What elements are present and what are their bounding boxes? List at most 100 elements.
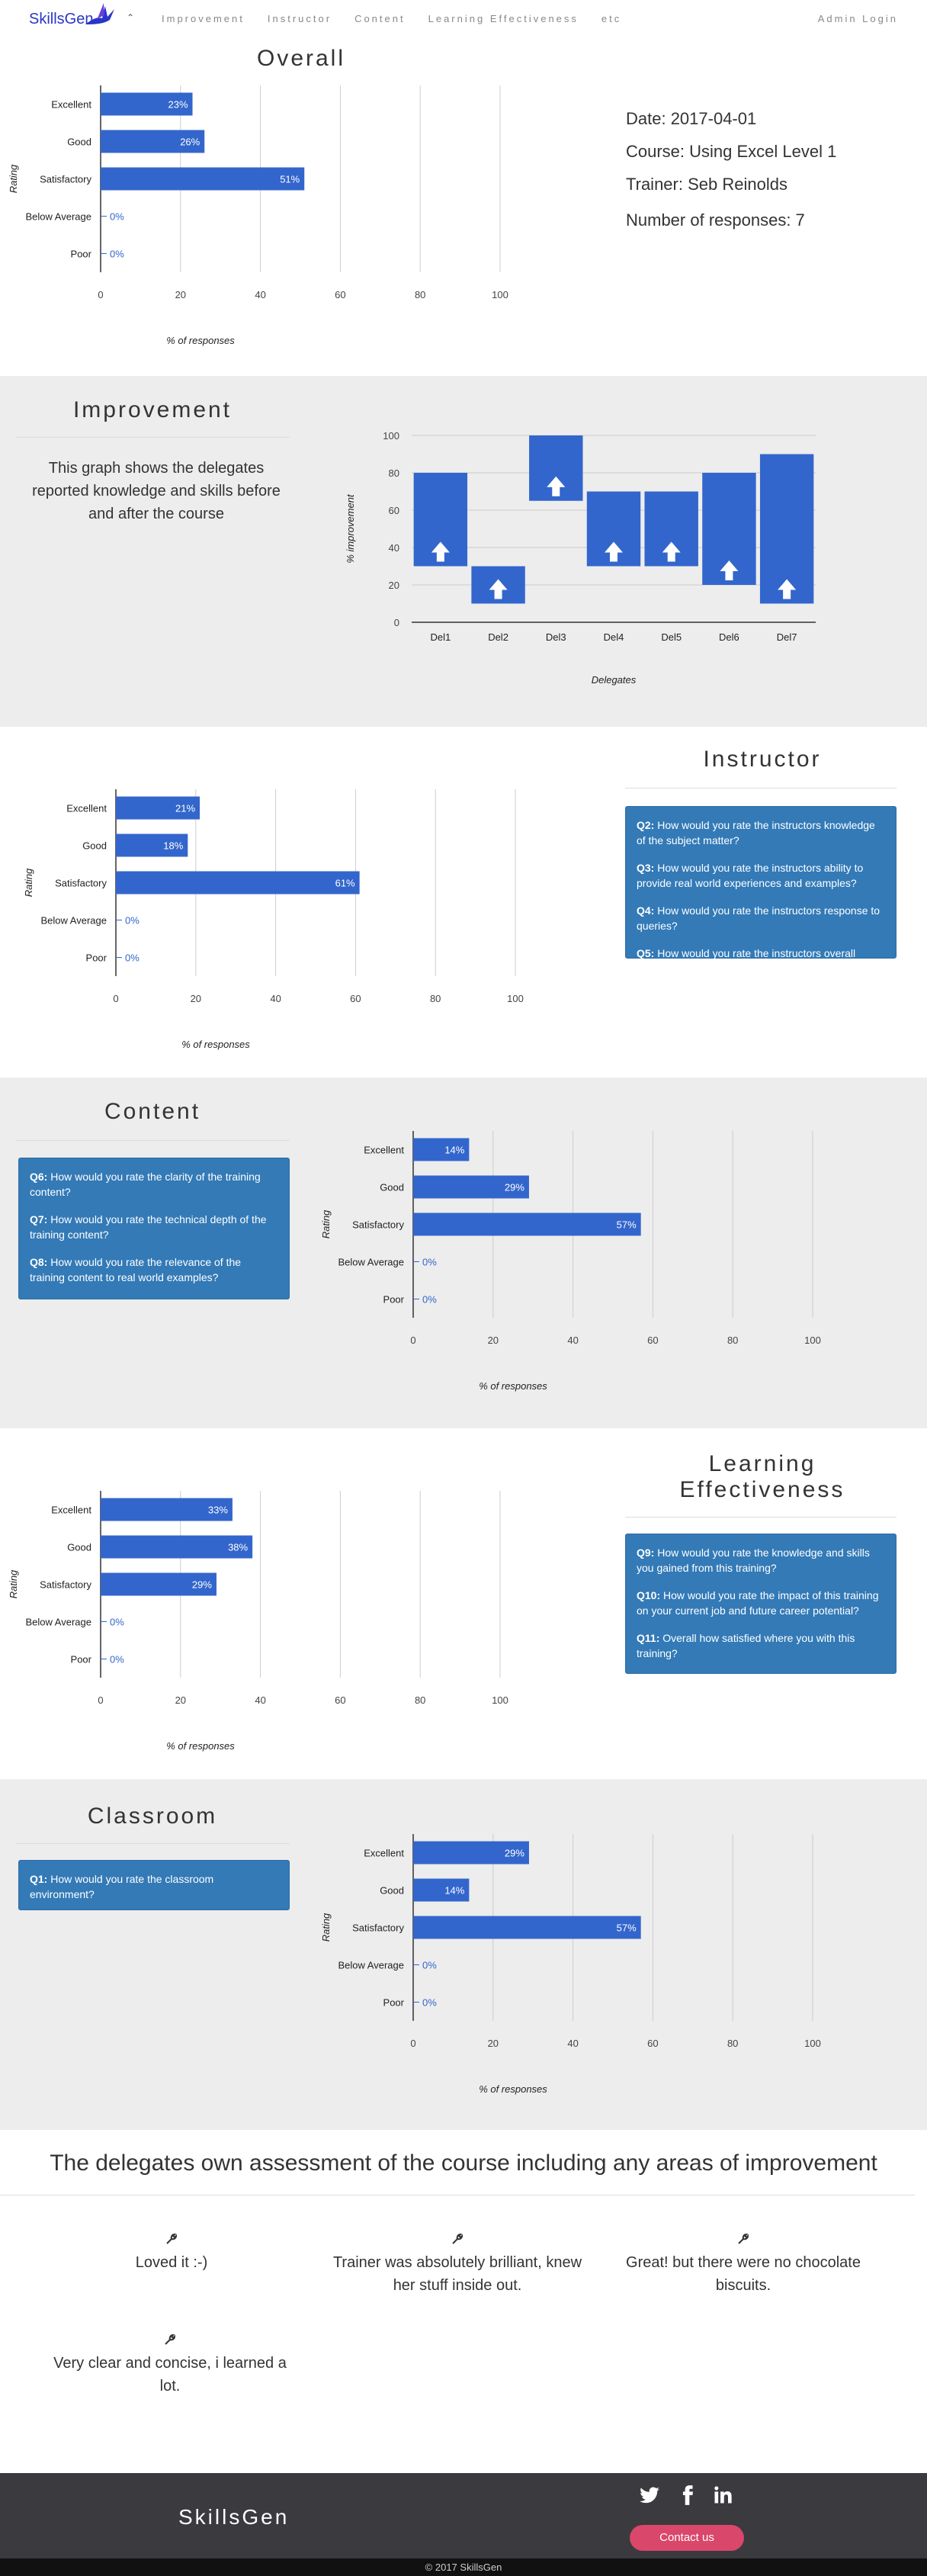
copyright: © 2017 SkillsGen <box>0 2558 927 2576</box>
overall-responses: Number of responses: 7 <box>626 210 805 230</box>
nav-links: Improvement Instructor Content Learning … <box>162 13 644 24</box>
overall-title: Overall <box>256 46 346 71</box>
y-tick-label: 40 <box>389 542 399 554</box>
x-tick-label: Del1 <box>430 631 451 643</box>
x-tick-label: Del3 <box>546 631 566 643</box>
footer: SkillsGen Contact us <box>0 2473 927 2558</box>
bar <box>116 796 200 820</box>
x-tick-label: 0 <box>410 1335 415 1346</box>
data-label: 29% <box>505 1182 524 1193</box>
question-item: Q4: How would you rate the instructors r… <box>637 904 880 932</box>
data-label: 0% <box>110 211 124 223</box>
y-tick-label: 0 <box>394 617 399 628</box>
chart-svg: 0 20 40 60 80 100 Del1 Del2 Del3 Del4 Del5 Del6 Del7… <box>345 430 816 686</box>
comment-item: Loved it :-) <box>46 2233 297 2274</box>
bar <box>413 1175 529 1199</box>
data-label: 0% <box>422 1257 437 1268</box>
data-label: 51% <box>280 174 300 185</box>
nav-link-etc[interactable]: etc <box>601 13 622 24</box>
category-label: Poor <box>383 1294 405 1306</box>
category-label: Good <box>67 137 91 148</box>
facebook-icon[interactable] <box>677 2484 698 2506</box>
y-axis-title: % improvement <box>345 493 356 564</box>
improvement-title: Improvement <box>72 397 233 422</box>
contact-us-button[interactable]: Contact us <box>630 2525 744 2551</box>
linkedin-icon[interactable] <box>712 2484 733 2506</box>
x-tick-label: 0 <box>410 2038 415 2049</box>
x-tick-label: 20 <box>488 1335 499 1346</box>
question-item: Q11: Overall how satisfied where you wit… <box>637 1632 855 1659</box>
question-item: Q9: How would you rate the knowledge and… <box>637 1547 870 1574</box>
improvement-title-divider <box>15 437 290 438</box>
x-tick-label: Del7 <box>777 631 797 643</box>
improvement-chart: 0 20 40 60 80 100 Del1 Del2 Del3 Del4 Del5 Del6 Del7… <box>328 414 831 704</box>
x-tick-label: 100 <box>507 993 524 1004</box>
footer-brand: SkillsGen <box>178 2505 290 2529</box>
x-tick-label: 40 <box>255 289 265 300</box>
x-tick-label: 100 <box>804 1335 821 1346</box>
nav-link-improvement[interactable]: Improvement <box>162 13 245 24</box>
x-tick-label: 100 <box>492 1694 508 1706</box>
x-axis-title: Delegates <box>592 674 637 686</box>
nav-link-learning-effectiveness[interactable]: Learning Effectiveness <box>428 13 579 24</box>
y-axis-title: Rating <box>320 1913 332 1942</box>
question-item: Q8: How would you rate the relevance of … <box>30 1256 242 1283</box>
instructor-section: Instructor Excellent 21% Good 18% Satisfacto… <box>0 727 927 1078</box>
x-tick-label: 40 <box>567 1335 578 1346</box>
category-label: Good <box>67 1542 91 1553</box>
comment-text: Loved it :-) <box>135 2254 208 2271</box>
y-axis-title: Rating <box>8 1569 19 1598</box>
chart-svg: Excellent 21% Good 18% Satisfactory 61% Below … <box>23 789 524 1050</box>
instructor-questions-box: Q2: How would you rate the instructors k… <box>625 806 897 975</box>
data-label: 0% <box>110 1617 124 1628</box>
question-item: Q7: How would you rate the technical dep… <box>30 1213 267 1241</box>
instructor-title-divider <box>625 788 897 789</box>
y-axis-title: Rating <box>8 164 19 193</box>
instructor-title: Instructor <box>703 747 822 772</box>
data-label: 0% <box>422 1997 437 2009</box>
category-label: Satisfactory <box>40 1579 91 1591</box>
wrench-icon <box>738 2233 749 2244</box>
x-axis-title: % of responses <box>479 2083 547 2095</box>
data-label: 0% <box>125 952 140 964</box>
learning-title-line2: Effectiveness <box>679 1477 845 1502</box>
instructor-chart: Excellent 21% Good 18% Satisfactory 61% Below … <box>15 788 549 1062</box>
x-axis-title: % of responses <box>479 1380 547 1392</box>
overall-date: Date: 2017-04-01 <box>626 109 757 128</box>
wrench-icon <box>165 2333 176 2345</box>
comment-text: Very clear and concise, i learned a lot. <box>53 2355 287 2395</box>
bar <box>413 1138 470 1161</box>
arrow-up-icon <box>662 541 681 562</box>
bar <box>101 130 205 153</box>
admin-login-link[interactable]: Admin Login <box>817 13 898 24</box>
category-label: Good <box>380 1182 404 1193</box>
chart-svg: Excellent 23% Good 26% Satisfactory 51% Below … <box>8 85 508 346</box>
bar <box>413 1916 641 1939</box>
x-tick-label: 100 <box>804 2038 821 2049</box>
overall-trainer: Trainer: Seb Reinolds <box>626 175 787 194</box>
nav-link-instructor[interactable]: Instructor <box>267 13 332 24</box>
chevron-up-icon[interactable]: ⌃ <box>127 12 135 23</box>
data-label: 0% <box>422 1960 437 1971</box>
arrow-up-icon <box>778 579 797 599</box>
category-label: Good <box>82 840 107 852</box>
question-item: Q1: How would you rate the classroom env… <box>30 1873 214 1900</box>
y-axis-title: Rating <box>320 1209 332 1238</box>
comment-item: Trainer was absolutely brilliant, knew h… <box>324 2233 591 2297</box>
category-label: Satisfactory <box>55 878 107 889</box>
category-label: Poor <box>383 1997 405 2009</box>
x-tick-label: 20 <box>488 2038 499 2049</box>
classroom-section: Classroom Q1: How would you rate the cla… <box>0 1779 927 2130</box>
bird-logo-icon <box>85 3 114 24</box>
category-label: Below Average <box>26 211 92 223</box>
wrench-icon <box>452 2233 464 2244</box>
nav-link-content[interactable]: Content <box>354 13 406 24</box>
y-tick-label: 100 <box>383 430 399 442</box>
data-label: 29% <box>192 1579 212 1591</box>
brand-logo[interactable]: SkillsGen <box>29 11 94 27</box>
classroom-chart: Excellent 29% Good 14% Satisfactory 57% Below … <box>313 1832 846 2107</box>
navbar: SkillsGen ⌃ Improvement Instructor Conte… <box>0 0 927 38</box>
data-label: 26% <box>180 137 200 148</box>
twitter-icon[interactable] <box>639 2484 660 2506</box>
